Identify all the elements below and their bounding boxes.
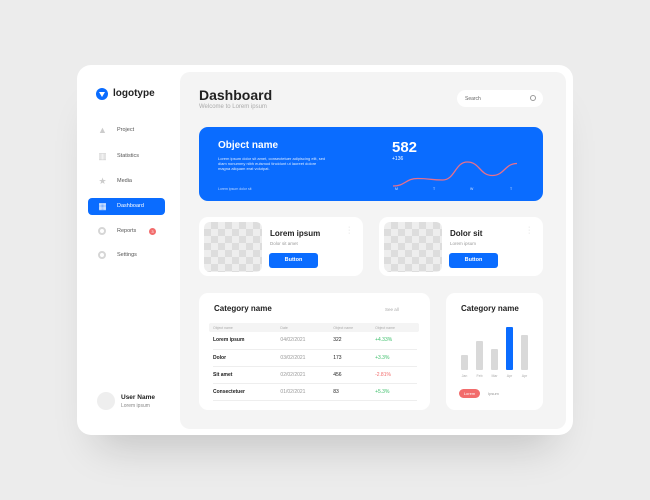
- bar-apr[interactable]: [521, 335, 528, 370]
- circle-icon: [98, 227, 106, 235]
- product-card: Dolor sit Lorem ipsum Button · · ·: [379, 217, 543, 276]
- bar-jan[interactable]: [461, 355, 468, 370]
- table-cell: Sit amet: [213, 366, 281, 384]
- bar-apr[interactable]: [506, 327, 513, 370]
- column-header: Date: [280, 325, 288, 330]
- legend-ipsum[interactable]: Ipsum: [488, 391, 499, 396]
- search-placeholder: Search: [465, 96, 481, 102]
- product-title: Lorem ipsum: [270, 229, 321, 238]
- table-cell: Dolor: [213, 349, 281, 367]
- table-cell: Lorem ipsum: [213, 332, 281, 350]
- x-tick-label: Apr: [506, 374, 513, 378]
- day-label: T: [433, 187, 436, 191]
- avatar[interactable]: [97, 392, 115, 410]
- table-card: Category name See all Object name Date Obj…: [199, 293, 430, 410]
- notification-badge: 3: [149, 227, 156, 235]
- table-cell: 456: [333, 366, 376, 384]
- legend-lorem[interactable]: Lorem: [459, 389, 480, 398]
- logo-icon: [96, 88, 108, 100]
- table-cell: 01/02/2021: [280, 383, 334, 401]
- product-button[interactable]: Button: [449, 253, 498, 268]
- column-header: Object name: [213, 325, 233, 330]
- table-row[interactable]: Lorem ipsum 04/02/2021 322 +4.33%: [213, 332, 417, 350]
- product-card: Lorem ipsum Dolor sit amet Button · · ·: [199, 217, 363, 276]
- table-cell: 173: [333, 349, 376, 367]
- sidebar-item-label: Project: [117, 127, 135, 133]
- data-table: Object name Date Object name Object name Lor…: [213, 323, 417, 401]
- hero-card[interactable]: Object name Lorem ipsum dolor sit amet, …: [199, 127, 543, 201]
- sidebar-item-project[interactable]: ▲ Project: [88, 122, 165, 139]
- table-cell: 04/02/2021: [280, 332, 334, 350]
- table-row[interactable]: Consectetuer 01/02/2021 83 +5.3%: [213, 383, 417, 401]
- hero-title: Object name: [218, 140, 279, 151]
- table-cell: +5.3%: [375, 383, 417, 401]
- table-cell: -2.81%: [375, 366, 417, 384]
- triangle-icon: ▲: [98, 125, 107, 135]
- table-cell: 03/02/2021: [280, 349, 334, 367]
- table-cell: +3.3%: [375, 349, 417, 367]
- page-subtitle: Welcome to Lorem ipsum: [199, 104, 267, 110]
- table-cell: +4.33%: [375, 332, 417, 350]
- sparkline-path: [393, 161, 518, 187]
- star-icon: ★: [98, 176, 107, 186]
- bar-chart-card: Category name Jan Feb Mar Apr Apr Lorem …: [446, 293, 543, 410]
- day-label: W: [470, 187, 474, 191]
- sidebar-item-label: Media: [117, 178, 132, 184]
- page-title: Dashboard: [199, 87, 273, 103]
- sparkline: [393, 161, 518, 187]
- column-header: Object name: [333, 325, 354, 330]
- hero-value: 582: [392, 139, 418, 156]
- column-header: Object name: [375, 325, 395, 330]
- user-name: User Name: [121, 394, 155, 401]
- dashboard-icon: ▦: [98, 201, 107, 211]
- bar-mar[interactable]: [491, 349, 498, 370]
- product-button[interactable]: Button: [269, 253, 318, 268]
- see-all-link[interactable]: See all: [385, 307, 399, 312]
- chart-title: Category name: [461, 304, 519, 313]
- sidebar-item-label: Reports: [117, 228, 137, 234]
- x-tick-label: Mar: [491, 374, 498, 378]
- day-label: M: [395, 187, 398, 191]
- sidebar-item-label: Settings: [117, 252, 137, 258]
- day-label: T: [510, 187, 513, 191]
- x-tick-label: Apr: [521, 374, 528, 378]
- bar-feb[interactable]: [476, 341, 483, 370]
- x-tick-label: Feb: [476, 374, 483, 378]
- hero-delta: +136: [392, 156, 404, 162]
- table-header: [209, 323, 419, 332]
- image-placeholder: [204, 222, 262, 272]
- sidebar-item-media[interactable]: ★ Media: [88, 173, 165, 190]
- product-sub: Dolor sit amet: [270, 241, 298, 246]
- sidebar-item-reports[interactable]: Reports 3: [88, 223, 165, 240]
- hero-footer: Lorem ipsum dolor sit: [218, 187, 252, 191]
- table-row[interactable]: Dolor 03/02/2021 173 +3.3%: [213, 349, 417, 367]
- table-cell: 322: [333, 332, 376, 350]
- search-input[interactable]: Search: [457, 90, 543, 107]
- search-icon[interactable]: [530, 95, 536, 101]
- sidebar-item-statistics[interactable]: ▥ Statistics: [88, 148, 165, 165]
- sidebar-item-settings[interactable]: Settings: [88, 247, 165, 264]
- circle-icon: [98, 251, 106, 259]
- product-sub: Lorem ipsum: [450, 241, 477, 246]
- sidebar-item-label: Dashboard: [117, 203, 144, 209]
- logo-text: logotype: [113, 88, 155, 99]
- table-cell: Consectetuer: [213, 383, 281, 401]
- sidebar-item-label: Statistics: [117, 153, 140, 159]
- sidebar-item-dashboard[interactable]: ▦ Dashboard: [88, 198, 165, 215]
- more-icon[interactable]: · · ·: [348, 224, 351, 237]
- product-title: Dolor sit: [450, 229, 483, 238]
- user-sub: Lorem ipsum: [121, 403, 150, 409]
- image-placeholder: [384, 222, 442, 272]
- table-row[interactable]: Sit amet 02/02/2021 456 -2.81%: [213, 366, 417, 384]
- bar-chart-icon: ▥: [98, 151, 107, 161]
- table-cell: 83: [333, 383, 376, 401]
- table-cell: 02/02/2021: [280, 366, 334, 384]
- more-icon[interactable]: · · ·: [528, 224, 531, 237]
- x-tick-label: Jan: [461, 374, 468, 378]
- table-title: Category name: [214, 304, 272, 313]
- hero-text: Lorem ipsum dolor sit amet, consectetuer…: [218, 156, 326, 171]
